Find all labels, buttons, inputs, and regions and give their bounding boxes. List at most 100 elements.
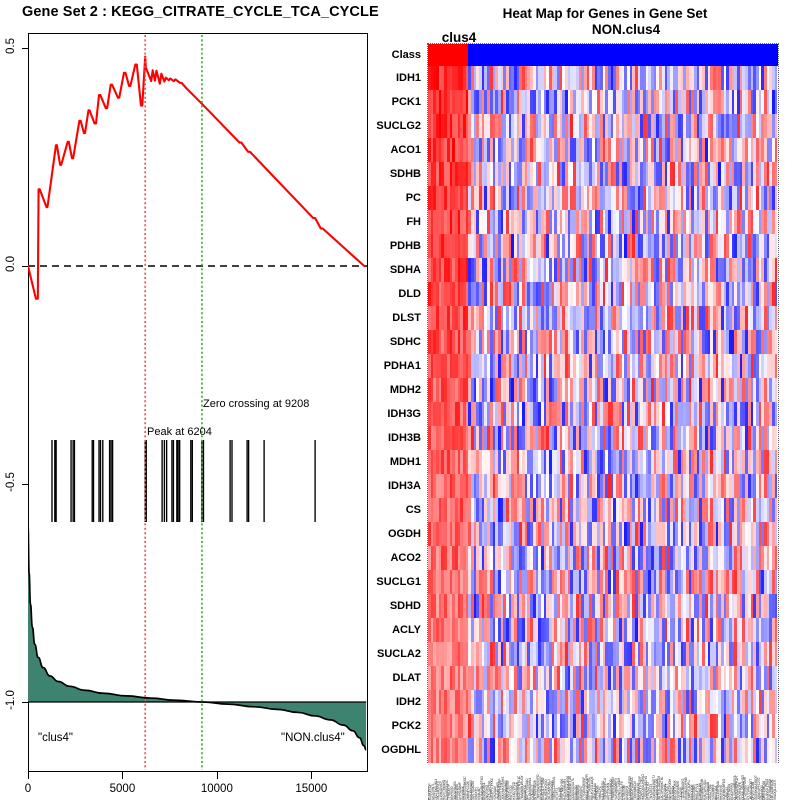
heatmap-cell (723, 186, 727, 211)
heatmap-cell (691, 738, 695, 763)
heatmap-cell (659, 306, 662, 331)
heatmap-cell (433, 666, 437, 691)
heatmap-cell (433, 378, 437, 403)
heatmap-cell (640, 306, 643, 331)
heatmap-cell (602, 114, 606, 139)
heatmap-cell (522, 570, 525, 595)
gene-hit-mark (191, 440, 193, 522)
heatmap-cell (753, 186, 756, 211)
heatmap-cell (656, 570, 660, 595)
heatmap-cell (618, 378, 622, 403)
heatmap-cell (667, 402, 670, 427)
heatmap-cell (769, 474, 772, 499)
heatmap-cell (567, 66, 571, 91)
heatmap-cell (718, 570, 721, 595)
heatmap-row-label: PDHB (389, 239, 421, 252)
heatmap-cell (653, 474, 657, 499)
heatmap-cell (605, 114, 609, 139)
heatmap-cell (704, 210, 708, 235)
heatmap-cell (465, 306, 469, 331)
heatmap-cell (624, 162, 627, 187)
heatmap-cell (763, 642, 767, 667)
heatmap-cell (484, 666, 488, 691)
heatmap-cell (565, 258, 568, 283)
heatmap-cell (454, 210, 458, 235)
heatmap-cell (723, 546, 727, 571)
heatmap-cell (696, 594, 700, 619)
heatmap-cell (586, 258, 590, 283)
heatmap-cell (468, 402, 471, 427)
heatmap-cell (530, 594, 533, 619)
heatmap-cell (634, 666, 638, 691)
heatmap-cell (551, 90, 555, 115)
heatmap-cell (718, 354, 721, 379)
heatmap-cell (659, 282, 662, 307)
heatmap-cell (500, 618, 504, 643)
heatmap-cell (559, 306, 563, 331)
heatmap-cell (530, 210, 533, 235)
heatmap-cell (621, 426, 625, 451)
heatmap-cell (600, 66, 603, 91)
heatmap-cell (661, 66, 665, 91)
heatmap-cell (677, 258, 681, 283)
heatmap-cell (532, 690, 536, 715)
heatmap-cell (516, 714, 520, 739)
heatmap-cell (484, 282, 488, 307)
heatmap-cell (454, 282, 458, 307)
heatmap-cell (543, 258, 547, 283)
heatmap-cell (696, 282, 700, 307)
heatmap-cell (712, 162, 716, 187)
heatmap-cell (766, 66, 770, 91)
heatmap-cell (653, 402, 657, 427)
heatmap-cell (473, 282, 477, 307)
heatmap-cell (715, 618, 719, 643)
heatmap-cell (433, 330, 437, 355)
heatmap-cell (688, 618, 692, 643)
heatmap-cell (457, 546, 461, 571)
heatmap-cell (718, 522, 721, 547)
heatmap-cell (702, 258, 705, 283)
heatmap-cell (755, 330, 759, 355)
heatmap-cell (492, 378, 496, 403)
heatmap-cell (570, 450, 574, 475)
heatmap-cell (691, 666, 695, 691)
heatmap-cell (519, 546, 523, 571)
heatmap-cell (747, 498, 751, 523)
heatmap-cell (500, 666, 504, 691)
heatmap-cell (433, 522, 437, 547)
heatmap-cell (505, 66, 509, 91)
heatmap-cell (753, 90, 756, 115)
heatmap-cell (696, 498, 700, 523)
heatmap-cell (643, 714, 646, 739)
heatmap-cell (583, 570, 587, 595)
heatmap-cell (651, 330, 654, 355)
heatmap-cell (677, 738, 681, 763)
heatmap-cell (726, 330, 729, 355)
heatmap-cell (441, 450, 445, 475)
heatmap-cell (761, 330, 764, 355)
heatmap-cell (766, 618, 770, 643)
heatmap-cell (729, 642, 732, 667)
heatmap-cell (664, 162, 668, 187)
heatmap-cell (648, 642, 652, 667)
heatmap-cell (648, 594, 652, 619)
heatmap-cell (581, 258, 584, 283)
heatmap-cell (761, 66, 764, 91)
heatmap-cell (444, 522, 447, 547)
heatmap-cell (597, 450, 600, 475)
heatmap-cell (449, 66, 453, 91)
heatmap-cell (640, 402, 643, 427)
heatmap-cell (651, 666, 654, 691)
heatmap-cell (747, 138, 751, 163)
heatmap-cell (648, 378, 652, 403)
heatmap-cell (774, 282, 778, 307)
heatmap-cell (739, 162, 743, 187)
heatmap-cell (718, 426, 721, 451)
heatmap-cell (514, 210, 517, 235)
heatmap-cell (608, 138, 611, 163)
heatmap-cell (702, 378, 705, 403)
heatmap-cell (602, 258, 606, 283)
heatmap-cell (454, 66, 458, 91)
heatmap-cell (672, 186, 676, 211)
heatmap-cell (637, 90, 641, 115)
